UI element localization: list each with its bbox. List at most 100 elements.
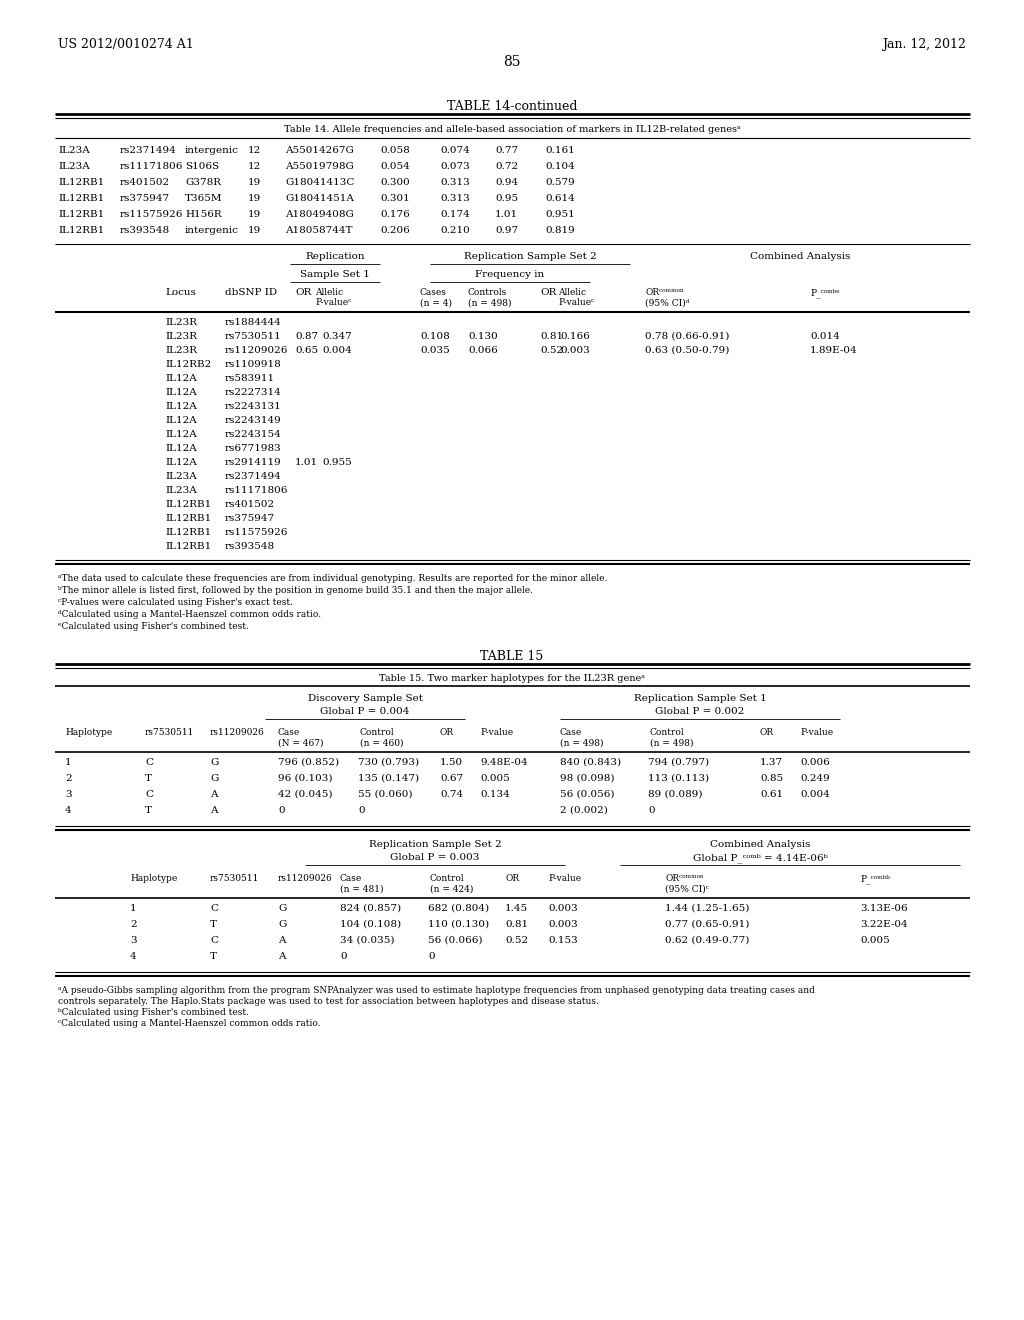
Text: rs6771983: rs6771983	[225, 444, 282, 453]
Text: 0: 0	[428, 952, 434, 961]
Text: rs2371494: rs2371494	[120, 147, 177, 154]
Text: 1: 1	[65, 758, 72, 767]
Text: C: C	[210, 904, 218, 913]
Text: Replication Sample Set 2: Replication Sample Set 2	[464, 252, 596, 261]
Text: 0.52: 0.52	[505, 936, 528, 945]
Text: 0.073: 0.073	[440, 162, 470, 172]
Text: 9.48E-04: 9.48E-04	[480, 758, 527, 767]
Text: rs7530511: rs7530511	[210, 874, 259, 883]
Text: 3.13E-06: 3.13E-06	[860, 904, 907, 913]
Text: 0.819: 0.819	[545, 226, 574, 235]
Text: 42 (0.045): 42 (0.045)	[278, 789, 333, 799]
Text: 0.52: 0.52	[540, 346, 563, 355]
Text: 0: 0	[358, 807, 365, 814]
Text: 0.97: 0.97	[495, 226, 518, 235]
Text: Discovery Sample Set: Discovery Sample Set	[307, 694, 423, 704]
Text: 0.81: 0.81	[540, 333, 563, 341]
Text: rs1884444: rs1884444	[225, 318, 282, 327]
Text: G: G	[210, 774, 218, 783]
Text: 0.87: 0.87	[295, 333, 318, 341]
Text: IL12RB1: IL12RB1	[165, 528, 211, 537]
Text: 56 (0.066): 56 (0.066)	[428, 936, 482, 945]
Text: 0.130: 0.130	[468, 333, 498, 341]
Text: ORᶜᵒᵐᵐᵒⁿ
(95% CI)ᵈ: ORᶜᵒᵐᵐᵒⁿ (95% CI)ᵈ	[645, 288, 689, 308]
Text: rs11171806: rs11171806	[225, 486, 289, 495]
Text: A55014267G: A55014267G	[285, 147, 354, 154]
Text: 0.005: 0.005	[860, 936, 890, 945]
Text: IL12RB1: IL12RB1	[165, 500, 211, 510]
Text: ᵃA pseudo-Gibbs sampling algorithm from the program SNPAnalyzer was used to esti: ᵃA pseudo-Gibbs sampling algorithm from …	[58, 986, 815, 995]
Text: 1: 1	[130, 904, 136, 913]
Text: IL23R: IL23R	[165, 333, 197, 341]
Text: rs2914119: rs2914119	[225, 458, 282, 467]
Text: Table 14. Allele frequencies and allele-based association of markers in IL12B-re: Table 14. Allele frequencies and allele-…	[284, 125, 740, 135]
Text: IL12RB2: IL12RB2	[165, 360, 211, 370]
Text: intergenic: intergenic	[185, 147, 239, 154]
Text: Case
(N = 467): Case (N = 467)	[278, 729, 324, 747]
Text: 56 (0.056): 56 (0.056)	[560, 789, 614, 799]
Text: T365M: T365M	[185, 194, 222, 203]
Text: 113 (0.113): 113 (0.113)	[648, 774, 710, 783]
Text: 0.134: 0.134	[480, 789, 510, 799]
Text: 1.44 (1.25-1.65): 1.44 (1.25-1.65)	[665, 904, 750, 913]
Text: 0.85: 0.85	[760, 774, 783, 783]
Text: OR: OR	[540, 288, 556, 297]
Text: rs11575926: rs11575926	[225, 528, 289, 537]
Text: Locus: Locus	[165, 288, 196, 297]
Text: rs2371494: rs2371494	[225, 473, 282, 480]
Text: 1.37: 1.37	[760, 758, 783, 767]
Text: 0.176: 0.176	[380, 210, 410, 219]
Text: Controls
(n = 498): Controls (n = 498)	[468, 288, 512, 308]
Text: 19: 19	[248, 194, 261, 203]
Text: IL12RB1: IL12RB1	[58, 194, 104, 203]
Text: 730 (0.793): 730 (0.793)	[358, 758, 419, 767]
Text: IL12RB1: IL12RB1	[58, 226, 104, 235]
Text: 0.066: 0.066	[468, 346, 498, 355]
Text: 0: 0	[648, 807, 654, 814]
Text: ᶜP-values were calculated using Fisher's exact test.: ᶜP-values were calculated using Fisher's…	[58, 598, 293, 607]
Text: Jan. 12, 2012: Jan. 12, 2012	[882, 38, 966, 51]
Text: OR: OR	[440, 729, 454, 737]
Text: Replication Sample Set 1: Replication Sample Set 1	[634, 694, 766, 704]
Text: Replication Sample Set 2: Replication Sample Set 2	[369, 840, 502, 849]
Text: 110 (0.130): 110 (0.130)	[428, 920, 489, 929]
Text: 0.004: 0.004	[800, 789, 829, 799]
Text: dbSNP ID: dbSNP ID	[225, 288, 278, 297]
Text: T: T	[145, 774, 152, 783]
Text: intergenic: intergenic	[185, 226, 239, 235]
Text: G: G	[278, 904, 287, 913]
Text: TABLE 14-continued: TABLE 14-continued	[446, 100, 578, 114]
Text: rs375947: rs375947	[120, 194, 170, 203]
Text: ᶜCalculated using a Mantel-Haenszel common odds ratio.: ᶜCalculated using a Mantel-Haenszel comm…	[58, 1019, 321, 1028]
Text: 794 (0.797): 794 (0.797)	[648, 758, 710, 767]
Text: Haplotype: Haplotype	[65, 729, 113, 737]
Text: G: G	[210, 758, 218, 767]
Text: IL23A: IL23A	[58, 162, 90, 172]
Text: IL23A: IL23A	[165, 473, 197, 480]
Text: S106S: S106S	[185, 162, 219, 172]
Text: rs2243149: rs2243149	[225, 416, 282, 425]
Text: G18041451A: G18041451A	[285, 194, 354, 203]
Text: 0.004: 0.004	[322, 346, 352, 355]
Text: 824 (0.857): 824 (0.857)	[340, 904, 401, 913]
Text: 0.614: 0.614	[545, 194, 574, 203]
Text: 4: 4	[130, 952, 136, 961]
Text: Combined Analysis: Combined Analysis	[710, 840, 810, 849]
Text: 0.153: 0.153	[548, 936, 578, 945]
Text: 0.72: 0.72	[495, 162, 518, 172]
Text: OR: OR	[760, 729, 774, 737]
Text: 12: 12	[248, 162, 261, 172]
Text: 96 (0.103): 96 (0.103)	[278, 774, 333, 783]
Text: 0.058: 0.058	[380, 147, 410, 154]
Text: TABLE 15: TABLE 15	[480, 649, 544, 663]
Text: 0.65: 0.65	[295, 346, 318, 355]
Text: P-value: P-value	[548, 874, 582, 883]
Text: 0: 0	[278, 807, 285, 814]
Text: C: C	[145, 789, 153, 799]
Text: Control
(n = 498): Control (n = 498)	[650, 729, 693, 747]
Text: G: G	[278, 920, 287, 929]
Text: IL12A: IL12A	[165, 388, 197, 397]
Text: Global P = 0.003: Global P = 0.003	[390, 853, 479, 862]
Text: H156R: H156R	[185, 210, 221, 219]
Text: 1.45: 1.45	[505, 904, 528, 913]
